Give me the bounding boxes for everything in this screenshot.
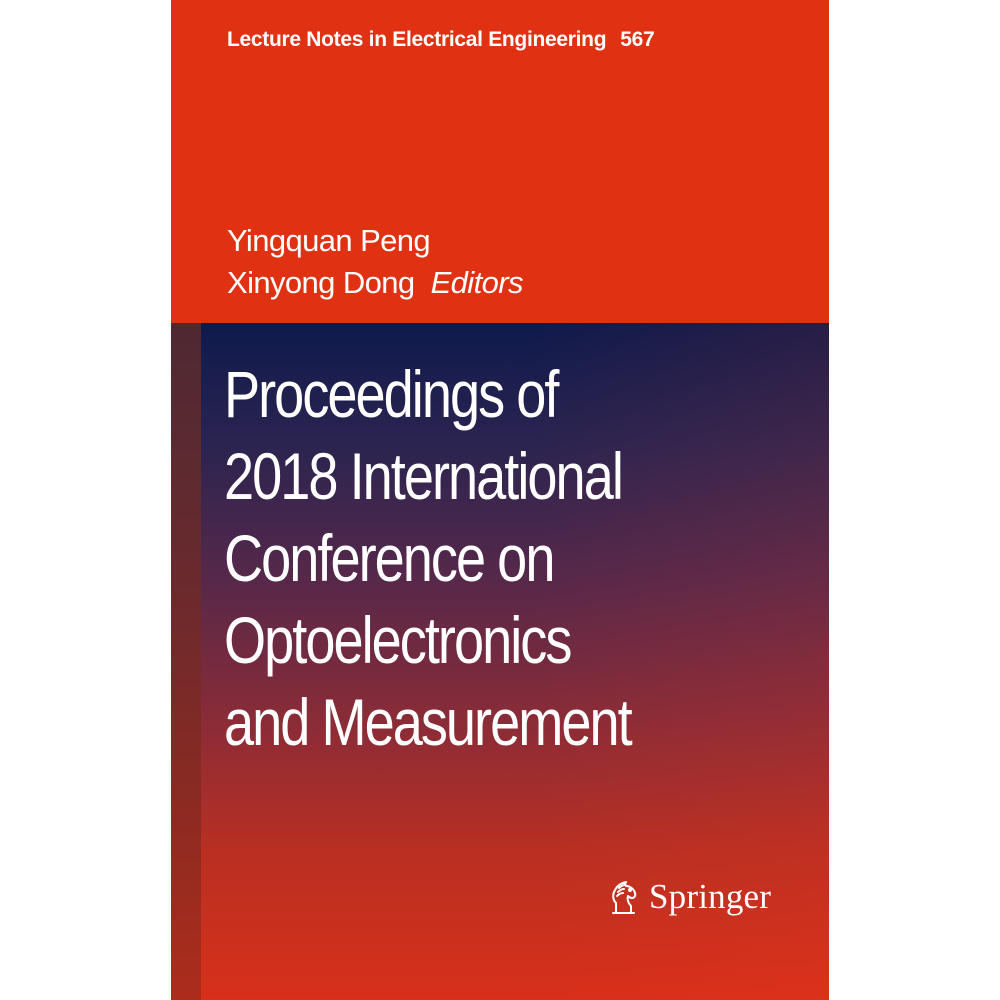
title-panel: Proceedings of 2018 International Confer…	[171, 323, 829, 1000]
editor-name: Yingquan Peng	[227, 223, 431, 258]
editors-block: Yingquan Peng Xinyong Dong Editors	[227, 220, 523, 304]
publisher-logo: Springer	[603, 877, 771, 917]
title-line: and Measurement	[224, 685, 633, 759]
editor-name: Xinyong Dong	[227, 265, 415, 300]
book-title: Proceedings of 2018 International Confer…	[224, 353, 814, 763]
title-line: 2018 International	[224, 439, 624, 513]
publisher-name: Springer	[649, 877, 772, 916]
springer-horse-icon	[612, 881, 637, 914]
header-band: Lecture Notes in Electrical Engineering 5…	[171, 0, 829, 323]
editors-role: Editors	[430, 265, 524, 300]
series-line: Lecture Notes in Electrical Engineering 5…	[227, 28, 655, 52]
spine-strip	[171, 323, 201, 1000]
book-cover: Lecture Notes in Electrical Engineering 5…	[171, 0, 829, 1000]
title-line: Conference on	[224, 521, 555, 595]
editor-name-with-role: Xinyong Dong Editors	[227, 262, 523, 304]
series-volume: 567	[620, 28, 655, 51]
series-name: Lecture Notes in Electrical Engineering	[227, 28, 607, 51]
title-line: Optoelectronics	[224, 603, 572, 677]
title-line: Proceedings of	[224, 357, 559, 431]
